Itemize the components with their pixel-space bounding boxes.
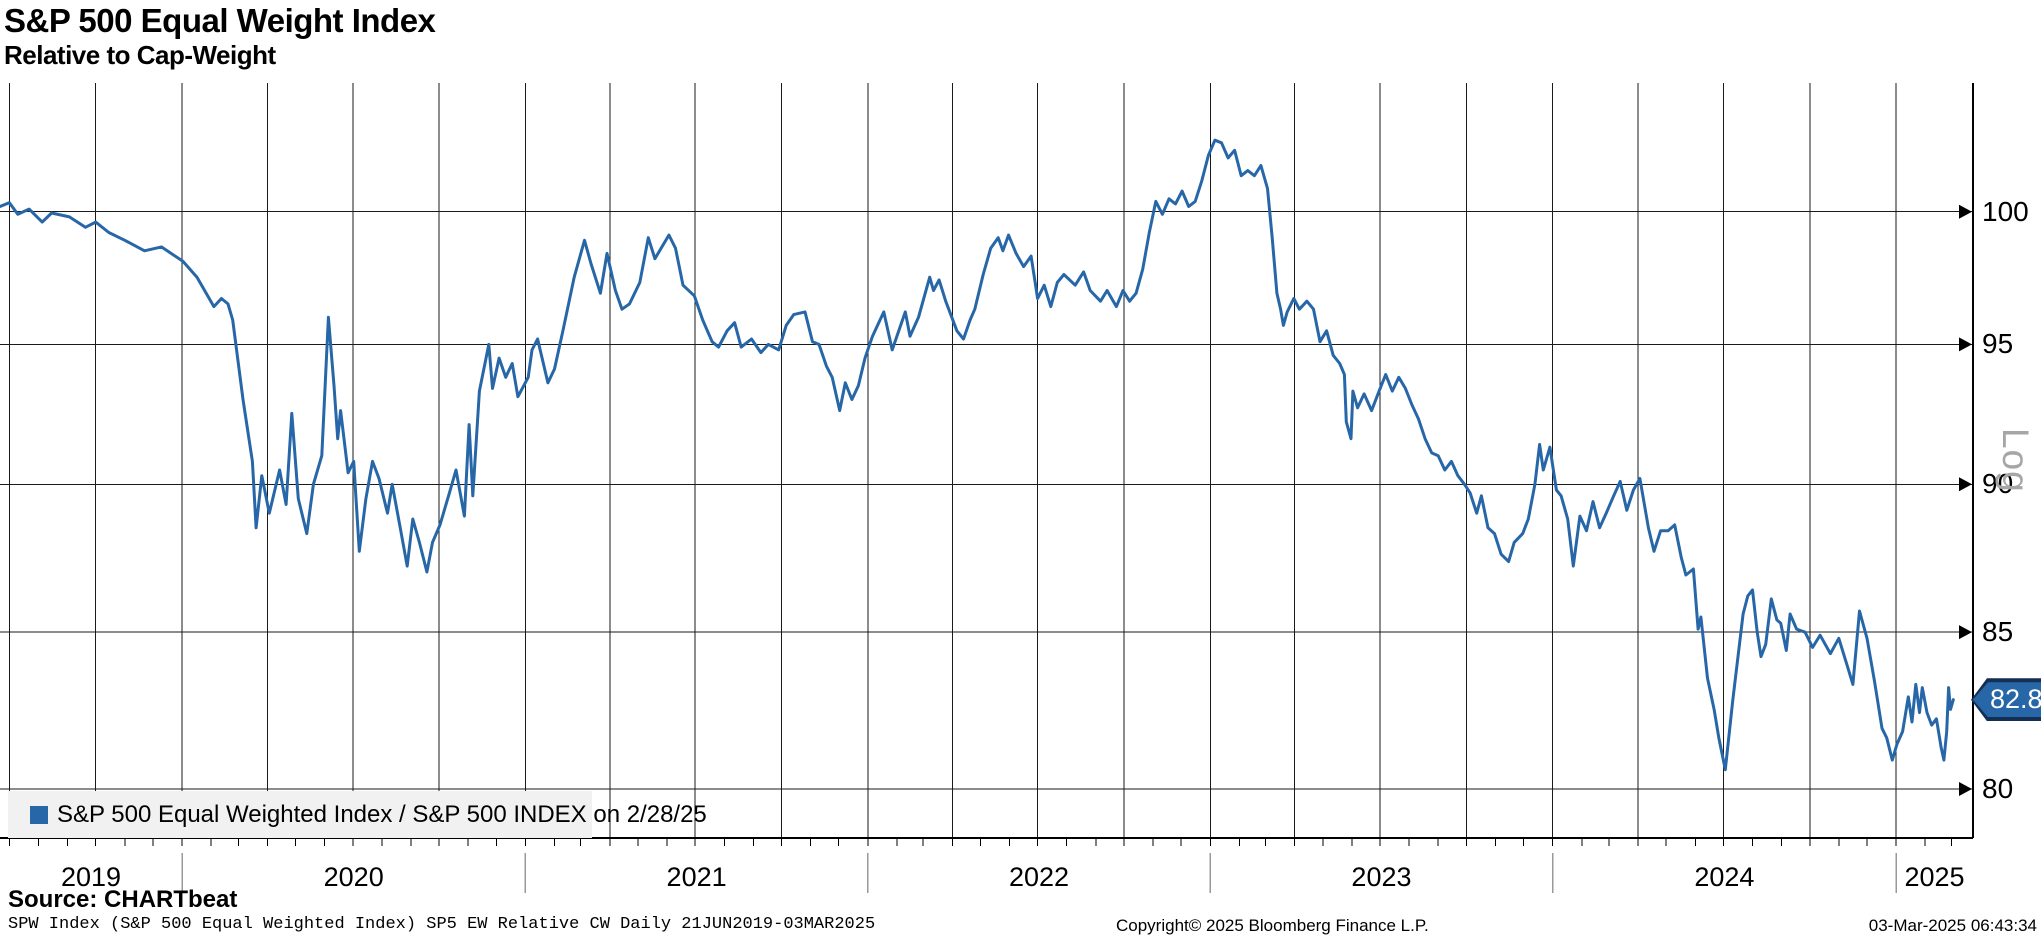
- timestamp-label: 03-Mar-2025 06:43:34: [1868, 916, 2037, 935]
- y-axis-arrow-tick: [1959, 204, 1972, 219]
- y-axis-tick-label: 85: [1982, 616, 2014, 648]
- x-axis-year-label: 2020: [323, 862, 384, 892]
- series-line: [0, 138, 1955, 772]
- x-axis-year-label: 2025: [1904, 862, 1965, 892]
- y-axis-arrow-tick: [1959, 477, 1972, 492]
- y-axis-arrow-tick: [1959, 782, 1972, 797]
- source-label: Source: CHARTbeat: [8, 886, 238, 913]
- x-axis-year-label: 2024: [1694, 862, 1755, 892]
- x-axis-year-label: 2022: [1008, 862, 1070, 892]
- y-axis-tick-label: 90: [1982, 468, 2014, 500]
- x-axis-year-label: 2021: [666, 862, 727, 892]
- x-axis-year-label: 2019: [60, 862, 122, 892]
- x-axis-year-label: 2023: [1351, 862, 1412, 892]
- last-price-tag: 82.81: [1971, 678, 2041, 722]
- y-axis-scale-label: Log: [1995, 428, 2036, 493]
- y-axis-arrow-tick: [1959, 337, 1972, 352]
- y-axis-tick-label: 100: [1982, 195, 2029, 227]
- y-axis-tick-label: 80: [1982, 773, 2014, 805]
- y-axis-tick-label: 95: [1982, 328, 2014, 360]
- chart-subtitle: Relative to Cap-Weight: [4, 40, 276, 70]
- terminal-footer-line: SPW Index (S&P 500 Equal Weighted Index)…: [8, 915, 876, 934]
- legend-series-label: S&P 500 Equal Weighted Index / S&P 500 I…: [57, 800, 707, 828]
- y-axis-arrow-tick: [1959, 625, 1972, 640]
- last-price-value: 82.81: [1990, 684, 2041, 715]
- copyright-label: Copyright© 2025 Bloomberg Finance L.P.: [1116, 916, 1429, 935]
- last-price-tag-body: 82.81: [1973, 682, 2041, 718]
- legend: S&P 500 Equal Weighted Index / S&P 500 I…: [8, 791, 707, 838]
- chart-title: S&P 500 Equal Weight Index: [4, 2, 436, 39]
- legend-series-marker-icon: [30, 805, 48, 824]
